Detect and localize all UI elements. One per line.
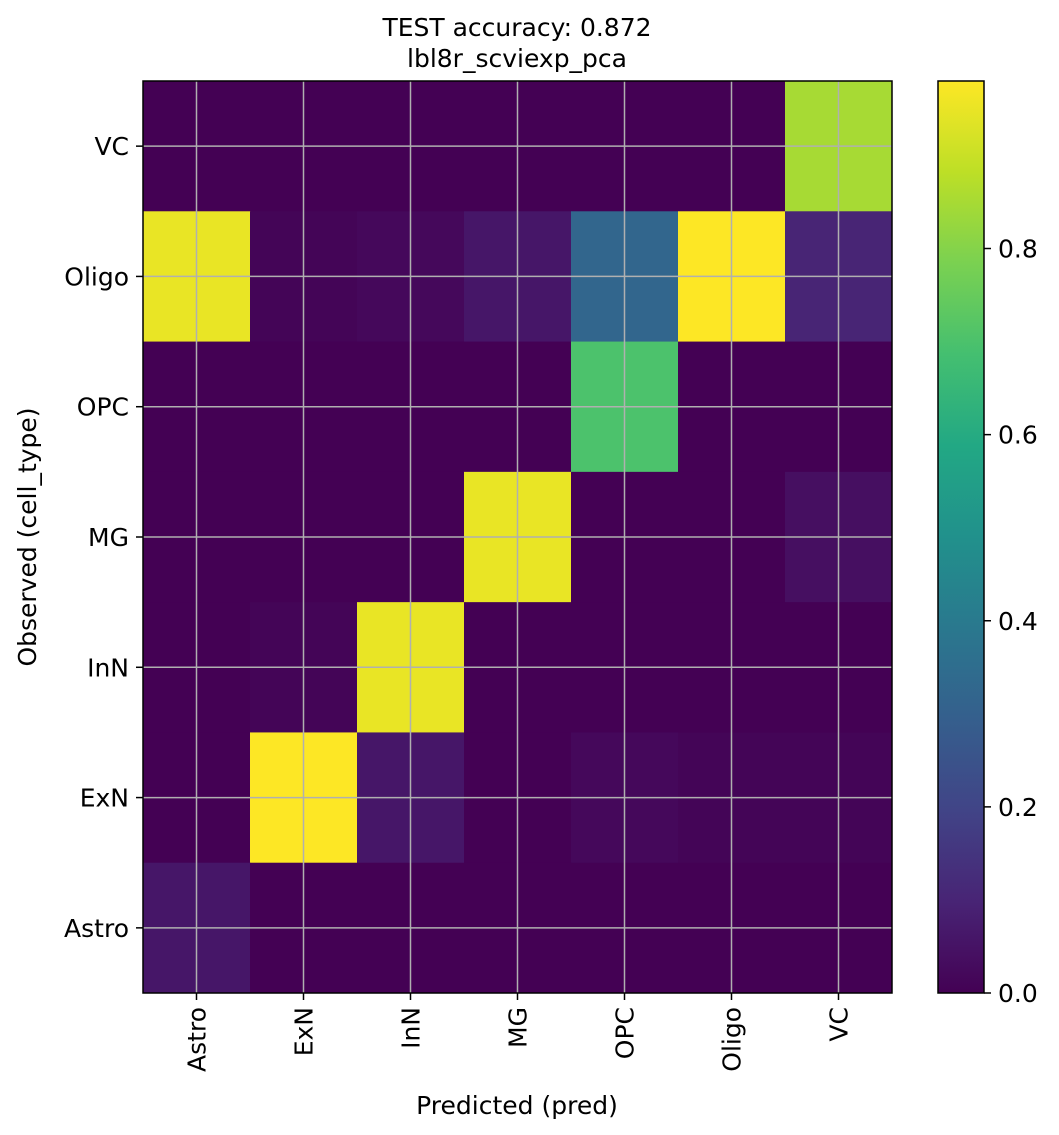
colorbar-tick-label: 0.8 xyxy=(998,235,1038,264)
colorbar: 0.0 0.2 0.4 0.6 0.8 xyxy=(937,80,1038,1008)
x-tick-label: MG xyxy=(504,1007,533,1048)
y-tick-label: MG xyxy=(88,523,129,552)
y-tick-label: ExN xyxy=(80,784,129,813)
y-tick-label: InN xyxy=(87,653,129,682)
x-axis-label: Predicted (pred) xyxy=(416,1091,618,1120)
colorbar-tick-label: 0.4 xyxy=(998,607,1038,636)
y-tick-label: VC xyxy=(94,132,129,161)
chart-title: TEST accuracy: 0.872 xyxy=(381,13,651,42)
colorbar-tick-label: 0.0 xyxy=(998,979,1038,1008)
x-axis-ticks: Astro ExN InN MG OPC Oligo VC xyxy=(183,993,854,1072)
y-tick-label: OPC xyxy=(77,393,129,422)
grid-lines xyxy=(143,81,892,993)
x-tick-label: Oligo xyxy=(718,1007,747,1072)
y-tick-label: Oligo xyxy=(64,262,129,291)
x-tick-label: OPC xyxy=(611,1007,640,1059)
colorbar-tick-label: 0.6 xyxy=(998,421,1038,450)
x-tick-label: ExN xyxy=(290,1007,319,1056)
colorbar-gradient xyxy=(938,81,984,993)
x-tick-label: InN xyxy=(397,1007,426,1049)
y-axis-label: Observed (cell_type) xyxy=(13,407,42,666)
x-tick-label: Astro xyxy=(183,1007,212,1072)
y-tick-label: Astro xyxy=(64,914,129,943)
colorbar-tick-label: 0.2 xyxy=(998,793,1038,822)
y-axis-ticks: VC Oligo OPC MG InN ExN Astro xyxy=(64,132,143,943)
x-tick-label: VC xyxy=(825,1007,854,1042)
colorbar-frame xyxy=(937,80,985,994)
chart-subtitle: lbl8r_scviexp_pca xyxy=(407,44,627,73)
